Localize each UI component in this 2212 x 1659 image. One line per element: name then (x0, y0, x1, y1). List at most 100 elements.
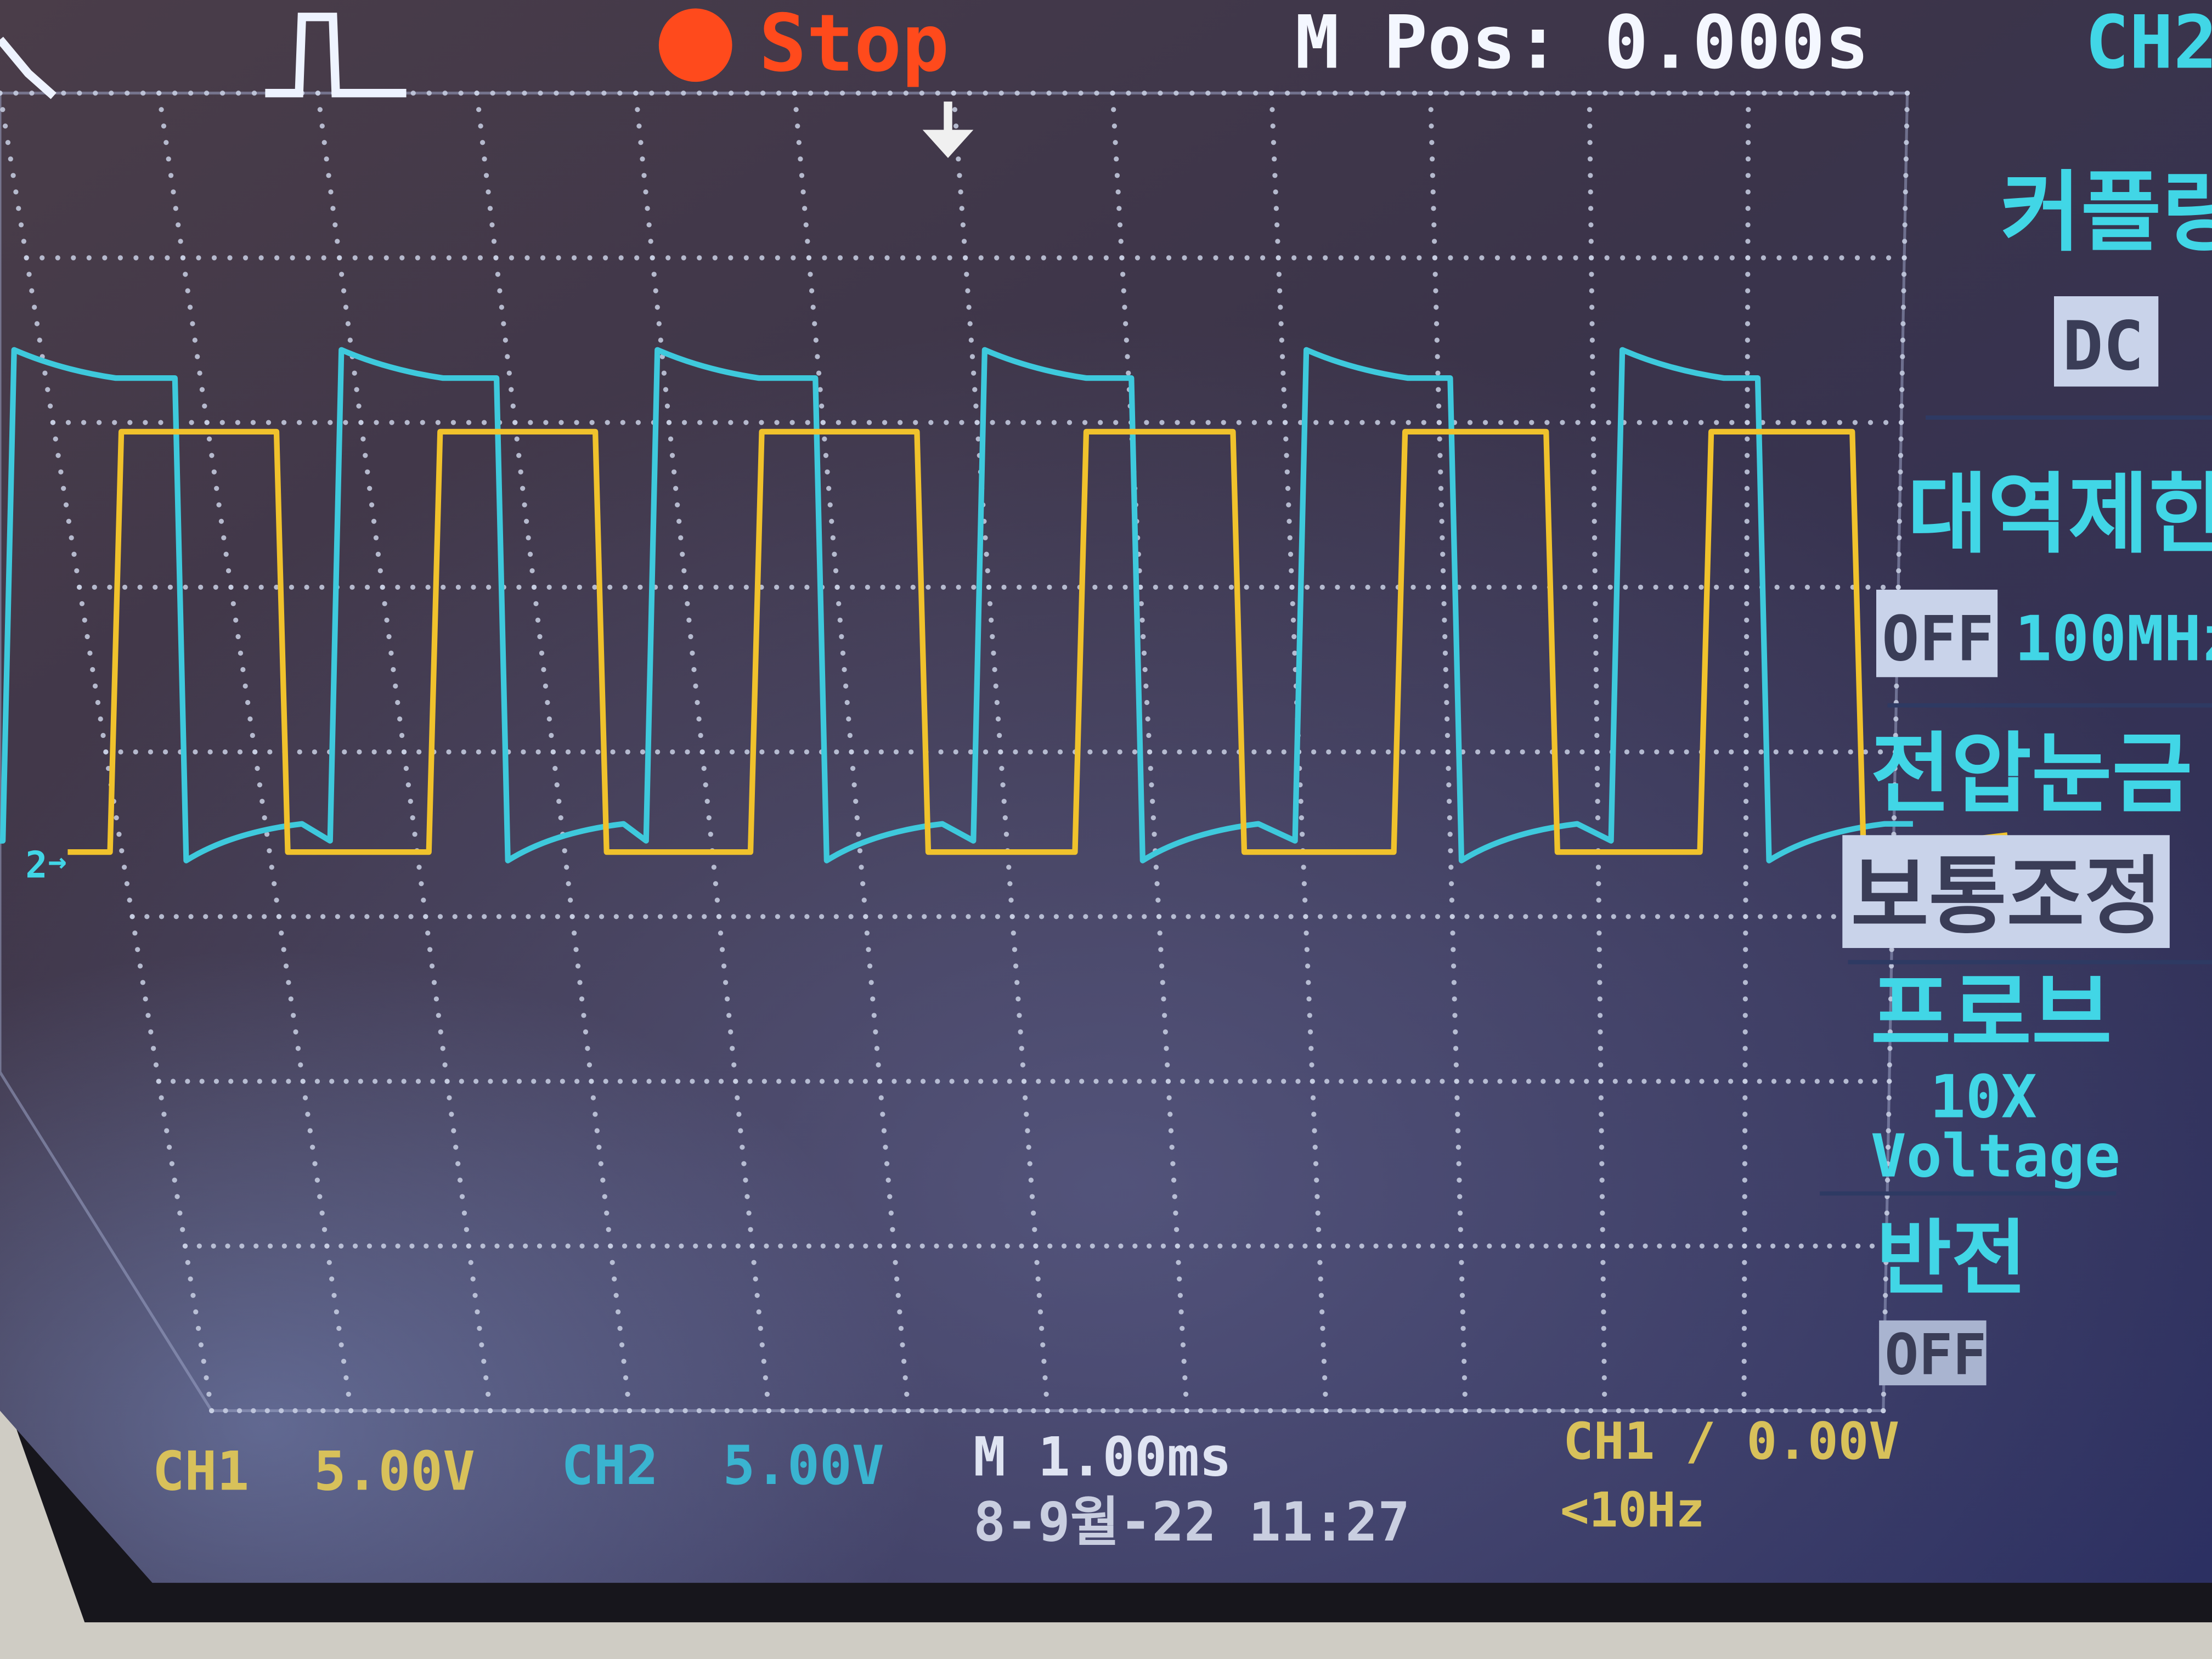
grid-dot (399, 255, 405, 261)
grid-dot (1683, 584, 1689, 590)
grid-dot (595, 749, 601, 755)
grid-dot (1755, 1408, 1760, 1414)
grid-dot (213, 584, 218, 590)
grid-dot (1901, 255, 1907, 261)
grid-dot (1594, 749, 1600, 755)
coupling-value[interactable]: DC (2062, 307, 2144, 386)
grid-dot (913, 420, 918, 425)
grid-dot (600, 1177, 606, 1183)
grid-dot (545, 699, 550, 706)
grid-dot (1197, 255, 1203, 261)
invert-value[interactable]: OFF (1884, 1323, 1987, 1388)
grid-dot (1887, 1029, 1893, 1035)
bandwidth-limit-value[interactable]: OFF (1882, 602, 1994, 675)
grid-dot (286, 1079, 291, 1084)
grid-dot (1900, 354, 1905, 359)
grid-dot (1302, 1243, 1308, 1249)
grid-dot (805, 239, 810, 244)
grid-dot (321, 255, 326, 261)
grid-dot (957, 173, 962, 178)
grid-dot (1624, 749, 1630, 755)
grid-dot (966, 304, 972, 310)
grid-dot (723, 980, 729, 985)
grid-dot (420, 420, 425, 425)
grid-dot (1152, 832, 1157, 837)
grid-dot (527, 551, 533, 557)
grid-dot (315, 91, 321, 96)
grid-dot (747, 1079, 753, 1084)
grid-dot (399, 732, 405, 738)
grid-dot (207, 749, 213, 755)
grid-dot (850, 765, 856, 771)
invert-value-box[interactable] (1879, 1320, 1987, 1386)
grid-dot (1771, 1079, 1777, 1084)
grid-dot (602, 1194, 607, 1199)
coupling-value-box[interactable] (2054, 296, 2159, 387)
grid-dot (1339, 1079, 1344, 1084)
grid-dot (1032, 1227, 1037, 1232)
grid-dot (1338, 255, 1344, 261)
bandwidth-limit-value-box[interactable] (1876, 589, 1998, 678)
grid-dot (1744, 486, 1750, 491)
grid-dot (1429, 156, 1435, 162)
grid-dot (738, 1128, 743, 1133)
volts-scale-value[interactable]: 보통조정 (1851, 848, 2163, 946)
grid-dot (1290, 601, 1295, 607)
grid-dot (118, 749, 123, 755)
grid-dot (978, 1079, 984, 1084)
grid-dot (1888, 980, 1894, 985)
grid-dot (803, 222, 809, 228)
grid-dot (317, 1194, 323, 1199)
grid-dot (464, 1227, 470, 1232)
probe-value[interactable]: 10X (1930, 1063, 2037, 1132)
grid-dot (1260, 1243, 1265, 1249)
grid-dot (1452, 996, 1457, 1002)
probe-type[interactable]: Voltage (1871, 1122, 2120, 1191)
grid-dot (1050, 1079, 1056, 1084)
grid-dot (1743, 865, 1748, 870)
grid-dot (1597, 980, 1602, 985)
side-menu-dividers (1820, 415, 2212, 1196)
grid-dot (195, 1325, 201, 1331)
grid-dot (617, 1325, 623, 1331)
grid-dot (10, 173, 16, 178)
grid-dot (437, 914, 443, 919)
grid-dot (421, 898, 426, 903)
grid-dot (1122, 584, 1128, 590)
grid-dot (427, 947, 433, 952)
grid-dot (635, 107, 640, 112)
grid-dot (135, 947, 140, 952)
grid-dot (827, 502, 833, 507)
grid-dot (1903, 173, 1909, 178)
grid-dot (654, 749, 661, 755)
grid-dot (1301, 91, 1306, 96)
grid-dot (693, 683, 698, 689)
grid-dot (214, 486, 219, 491)
grid-dot (1437, 453, 1443, 458)
grid-dot (1458, 1227, 1463, 1232)
grid-dot (697, 420, 703, 425)
grid-dot (1490, 749, 1496, 755)
grid-dot (503, 337, 508, 343)
volts-scale-value-box[interactable] (1842, 835, 2170, 948)
grid-dot (1396, 91, 1402, 96)
grid-dot (554, 782, 560, 788)
grid-dot (680, 551, 685, 557)
grid-dot (245, 699, 251, 706)
grid-dot (1039, 1325, 1045, 1331)
grid-dot (90, 667, 95, 673)
grid-dot (1041, 255, 1046, 261)
grid-dot (369, 502, 375, 507)
grid-dot (774, 584, 780, 590)
grid-dot (613, 1408, 618, 1414)
grid-dot (1884, 1210, 1890, 1216)
grid-dot (1113, 140, 1118, 145)
grid-dot (891, 1079, 897, 1084)
grid-dot (1592, 518, 1597, 524)
grid-dot (1593, 634, 1599, 640)
grid-dot (1364, 91, 1370, 96)
grid-dot (198, 1342, 204, 1347)
grid-dot (1149, 782, 1154, 788)
grid-dot (478, 123, 483, 129)
grid-dot (1800, 1079, 1805, 1084)
